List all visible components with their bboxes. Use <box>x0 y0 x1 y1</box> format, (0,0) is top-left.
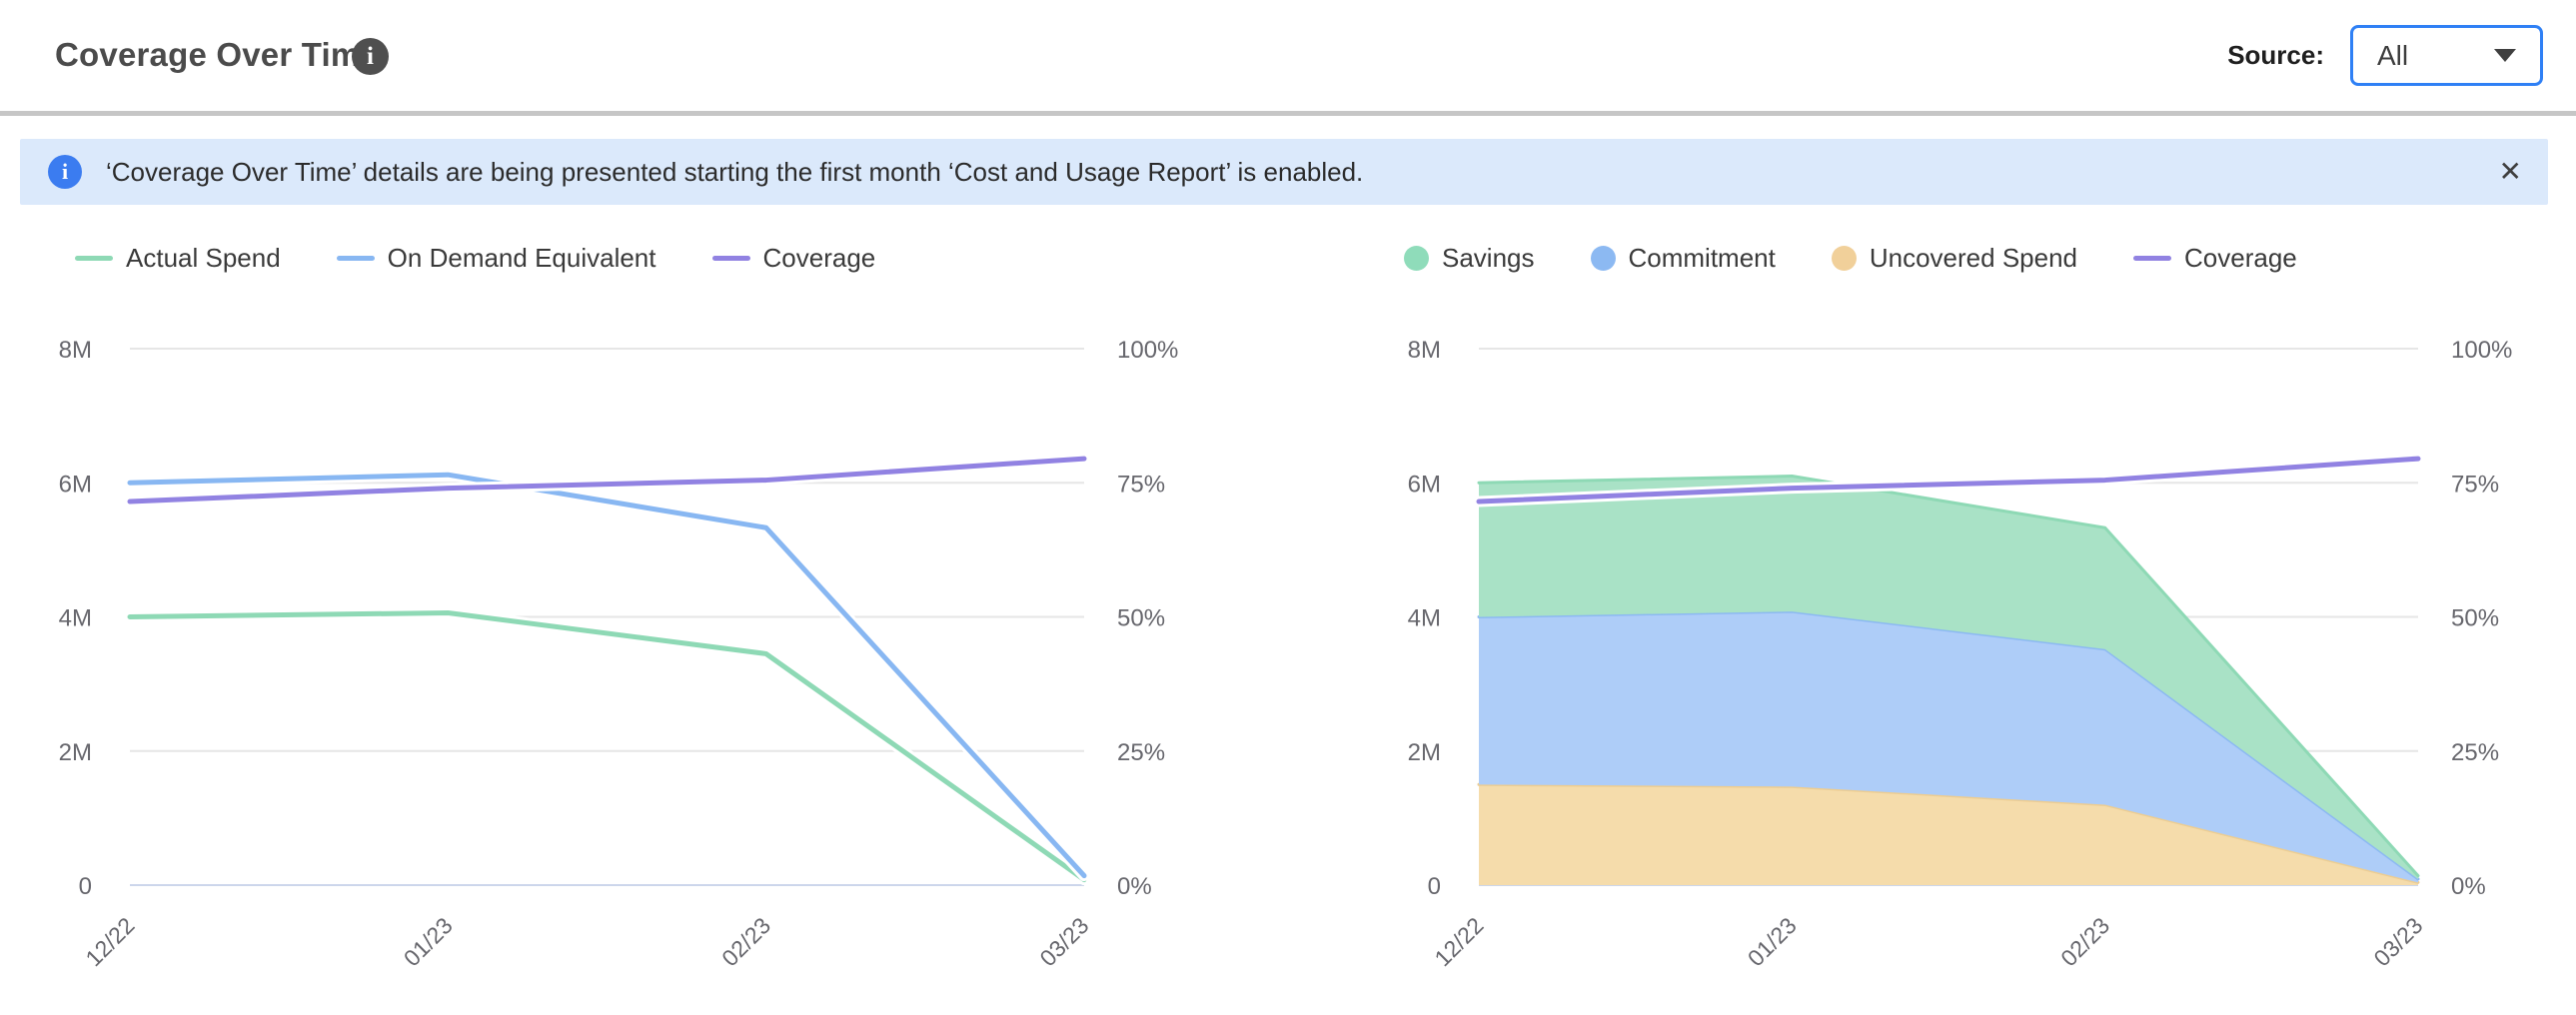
source-label: Source: <box>2227 40 2324 70</box>
svg-text:0%: 0% <box>2451 873 2486 900</box>
legend-savings-chart: Savings Commitment Uncovered Spend Coverage <box>1404 240 2297 276</box>
svg-text:03/23: 03/23 <box>2368 912 2427 971</box>
source-dropdown-value: All <box>2377 39 2409 71</box>
svg-text:03/23: 03/23 <box>1034 912 1093 971</box>
legend-item-coverage[interactable]: Coverage <box>2133 243 2297 274</box>
series-line-coverage <box>124 453 1090 508</box>
legend-item-coverage[interactable]: Coverage <box>711 242 876 274</box>
svg-text:8M: 8M <box>1408 337 1441 364</box>
svg-text:75%: 75% <box>1117 471 1165 498</box>
svg-text:100%: 100% <box>2451 337 2512 364</box>
svg-text:25%: 25% <box>2451 739 2499 766</box>
y-axis-right-labels: 0% 25% 50% 75% 100% <box>1117 337 1178 900</box>
svg-text:0: 0 <box>1428 873 1441 900</box>
svg-text:0: 0 <box>79 873 92 900</box>
svg-text:25%: 25% <box>1117 739 1165 766</box>
y-axis-right-labels: 0% 25% 50% 75% 100% <box>2451 337 2512 900</box>
series-line-actual-spend <box>124 606 1090 886</box>
circle-swatch-icon <box>1831 245 1857 271</box>
info-banner: i ‘Coverage Over Time’ details are being… <box>20 139 2548 205</box>
banner-info-icon: i <box>48 155 82 189</box>
svg-text:50%: 50% <box>2451 605 2499 632</box>
legend-item-actual-spend[interactable]: Actual Spend <box>75 243 281 274</box>
legend-spend-chart: Actual Spend On Demand Equivalent Coverage <box>75 240 875 276</box>
spend-coverage-line-chart: 0 2M 4M 6M 8M 0% 25% 50% 75% 100% 12/22 01/23 02/23 0… <box>59 337 1179 971</box>
header-divider <box>0 111 2576 116</box>
legend-label: Coverage <box>2184 242 2297 273</box>
line-swatch-icon <box>75 255 113 261</box>
legend-item-savings[interactable]: Savings <box>1404 243 1535 274</box>
legend-label: On Demand Equivalent <box>387 242 656 273</box>
x-axis-labels: 12/22 01/23 02/23 03/23 <box>1429 912 2427 971</box>
legend-label: Coverage <box>762 242 876 273</box>
svg-text:75%: 75% <box>2451 471 2499 498</box>
svg-text:12/22: 12/22 <box>1429 912 1488 971</box>
banner-message: ‘Coverage Over Time’ details are being p… <box>106 156 1364 187</box>
svg-text:50%: 50% <box>1117 605 1165 632</box>
line-swatch-icon <box>711 255 750 261</box>
svg-text:4M: 4M <box>59 605 92 632</box>
svg-text:6M: 6M <box>59 471 92 498</box>
svg-text:100%: 100% <box>1117 337 1178 364</box>
line-swatch-icon <box>336 255 375 261</box>
svg-text:4M: 4M <box>1408 605 1441 632</box>
svg-text:2M: 2M <box>1408 739 1441 766</box>
svg-text:01/23: 01/23 <box>1743 912 1802 971</box>
legend-item-uncovered-spend[interactable]: Uncovered Spend <box>1831 242 2077 274</box>
circle-swatch-icon <box>1404 245 1429 271</box>
svg-text:0%: 0% <box>1117 873 1152 900</box>
svg-text:01/23: 01/23 <box>399 912 458 971</box>
y-axis-left-labels: 0 2M 4M 6M 8M <box>59 337 92 900</box>
savings-stacked-area-chart: 0 2M 4M 6M 8M 0% 25% 50% 75% 100% 12/22 01/23 02/23 0… <box>1408 337 2513 971</box>
source-dropdown[interactable]: All <box>2350 25 2543 86</box>
svg-text:8M: 8M <box>59 337 92 364</box>
y-axis-left-labels: 0 2M 4M 6M 8M <box>1408 337 1441 900</box>
close-icon[interactable]: ✕ <box>2498 156 2522 187</box>
circle-swatch-icon <box>1590 245 1616 271</box>
svg-text:02/23: 02/23 <box>716 912 775 971</box>
info-icon[interactable]: i <box>352 38 389 75</box>
source-filter: Source: All <box>2227 25 2543 86</box>
svg-text:6M: 6M <box>1408 471 1441 498</box>
legend-item-commitment[interactable]: Commitment <box>1590 242 1776 274</box>
series-line-coverage <box>1473 453 2424 508</box>
series-area-savings <box>1477 475 2420 879</box>
page-title: Coverage Over Time <box>55 36 379 73</box>
x-axis-labels: 12/22 01/23 02/23 03/23 <box>80 912 1093 971</box>
chevron-down-icon <box>2494 49 2516 62</box>
svg-text:02/23: 02/23 <box>2055 912 2114 971</box>
legend-label: Actual Spend <box>126 242 281 273</box>
svg-text:2M: 2M <box>59 739 92 766</box>
svg-text:12/22: 12/22 <box>80 912 139 971</box>
line-swatch-icon <box>2133 255 2171 261</box>
legend-label: Savings <box>1442 242 1535 273</box>
legend-label: Uncovered Spend <box>1869 242 2077 273</box>
series-line-on-demand-equivalent <box>124 469 1090 882</box>
legend-item-on-demand-equivalent[interactable]: On Demand Equivalent <box>336 242 656 274</box>
legend-label: Commitment <box>1628 242 1776 273</box>
